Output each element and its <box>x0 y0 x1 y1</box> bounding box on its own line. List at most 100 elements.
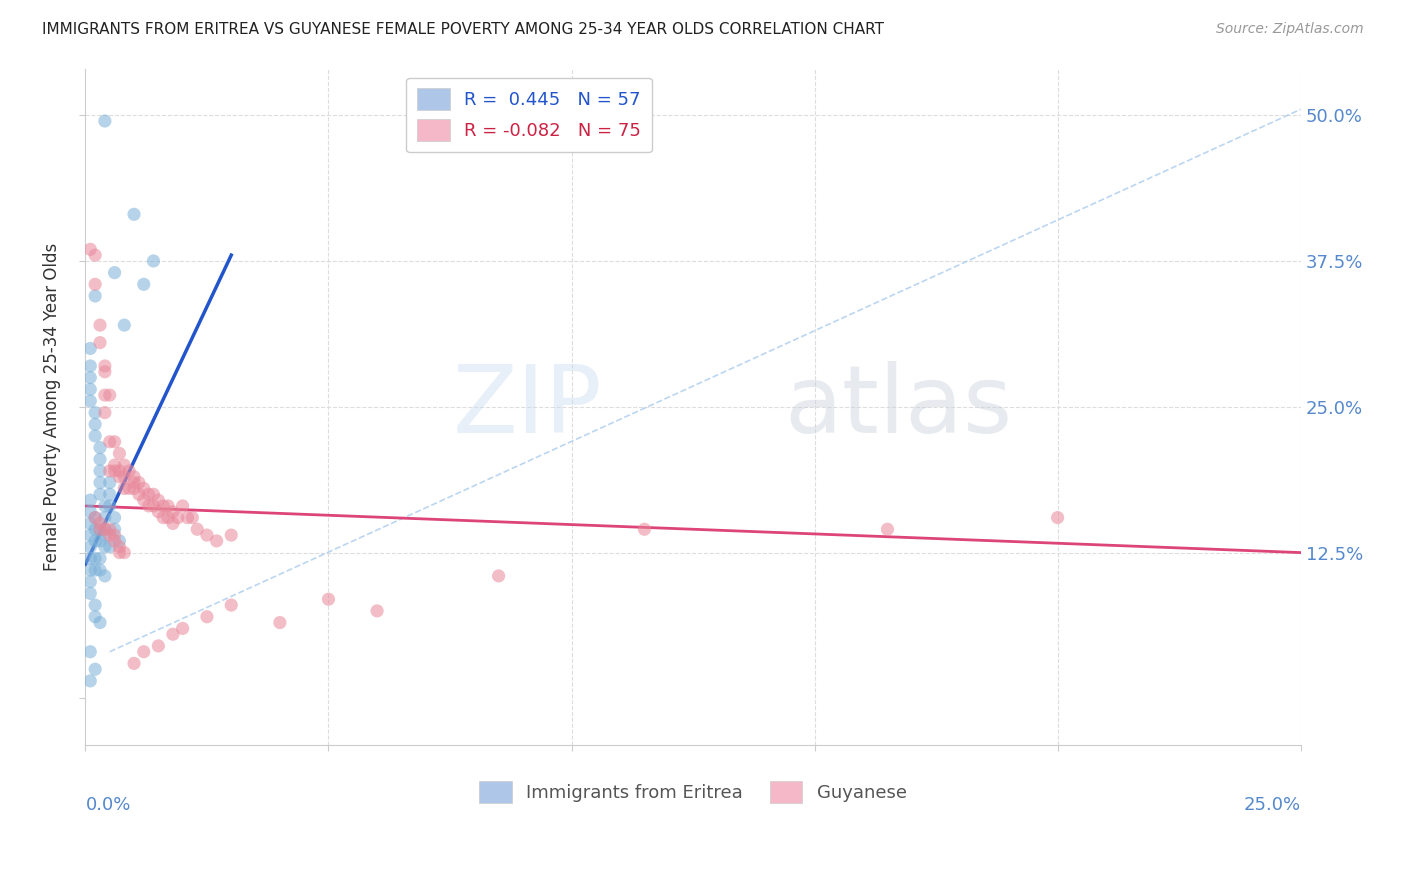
Point <box>122 207 145 221</box>
Point <box>98 528 121 542</box>
Point <box>118 464 141 478</box>
Point <box>98 388 121 402</box>
Point <box>112 458 135 472</box>
Point <box>79 673 101 688</box>
Point <box>84 277 107 292</box>
Point <box>94 114 117 128</box>
Point <box>94 388 117 402</box>
Point <box>84 510 107 524</box>
Point <box>79 393 101 408</box>
Point <box>166 510 188 524</box>
Point <box>89 335 111 350</box>
Point <box>195 528 218 542</box>
Point <box>84 248 107 262</box>
Point <box>108 545 131 559</box>
Point <box>172 499 194 513</box>
Point <box>79 574 101 589</box>
Point <box>104 464 127 478</box>
Point <box>98 464 121 478</box>
Point <box>176 510 198 524</box>
Point <box>132 645 155 659</box>
Point <box>108 533 131 548</box>
Point <box>84 522 107 536</box>
Point <box>148 505 170 519</box>
Point <box>104 434 127 449</box>
Point <box>112 318 135 332</box>
Text: 0.0%: 0.0% <box>86 796 131 814</box>
Point <box>89 551 111 566</box>
Point <box>108 469 131 483</box>
Point <box>112 469 135 483</box>
Point <box>148 639 170 653</box>
Text: atlas: atlas <box>785 360 1012 453</box>
Point <box>132 493 155 508</box>
Point <box>98 499 121 513</box>
Point <box>94 510 117 524</box>
Point <box>142 254 165 268</box>
Point <box>186 522 208 536</box>
Point <box>79 528 101 542</box>
Point <box>98 522 121 536</box>
Point <box>94 365 117 379</box>
Point <box>152 510 174 524</box>
Point <box>89 464 111 478</box>
Point <box>84 598 107 612</box>
Point <box>79 540 101 554</box>
Point <box>94 522 117 536</box>
Point <box>89 522 111 536</box>
Point <box>122 475 145 490</box>
Text: 25.0%: 25.0% <box>1243 796 1301 814</box>
Point <box>112 545 135 559</box>
Point <box>104 510 127 524</box>
Point <box>142 487 165 501</box>
Point <box>84 429 107 443</box>
Point <box>118 482 141 496</box>
Point <box>79 370 101 384</box>
Point <box>84 289 107 303</box>
Point <box>79 516 101 531</box>
Point <box>108 540 131 554</box>
Legend: Immigrants from Eritrea, Guyanese: Immigrants from Eritrea, Guyanese <box>472 774 914 811</box>
Point <box>89 318 111 332</box>
Point <box>318 592 340 607</box>
Point <box>79 505 101 519</box>
Point <box>132 277 155 292</box>
Point <box>104 266 127 280</box>
Point <box>162 627 184 641</box>
Point <box>89 487 111 501</box>
Point <box>633 522 655 536</box>
Point <box>94 359 117 373</box>
Text: ZIP: ZIP <box>453 360 602 453</box>
Point <box>94 569 117 583</box>
Point <box>104 533 127 548</box>
Point <box>152 499 174 513</box>
Y-axis label: Female Poverty Among 25-34 Year Olds: Female Poverty Among 25-34 Year Olds <box>44 243 60 571</box>
Point <box>98 540 121 554</box>
Point <box>84 563 107 577</box>
Point <box>89 615 111 630</box>
Point <box>122 482 145 496</box>
Point <box>132 482 155 496</box>
Point <box>157 499 180 513</box>
Point <box>94 522 117 536</box>
Point <box>205 533 228 548</box>
Point <box>94 540 117 554</box>
Point <box>79 493 101 508</box>
Point <box>104 522 127 536</box>
Point <box>142 499 165 513</box>
Point <box>366 604 388 618</box>
Point <box>84 406 107 420</box>
Point <box>84 551 107 566</box>
Point <box>128 487 150 501</box>
Point <box>79 551 101 566</box>
Point <box>488 569 510 583</box>
Point <box>269 615 291 630</box>
Point <box>108 446 131 460</box>
Point <box>89 441 111 455</box>
Point <box>122 469 145 483</box>
Point <box>162 505 184 519</box>
Point <box>108 464 131 478</box>
Point <box>876 522 898 536</box>
Point <box>79 645 101 659</box>
Point <box>89 452 111 467</box>
